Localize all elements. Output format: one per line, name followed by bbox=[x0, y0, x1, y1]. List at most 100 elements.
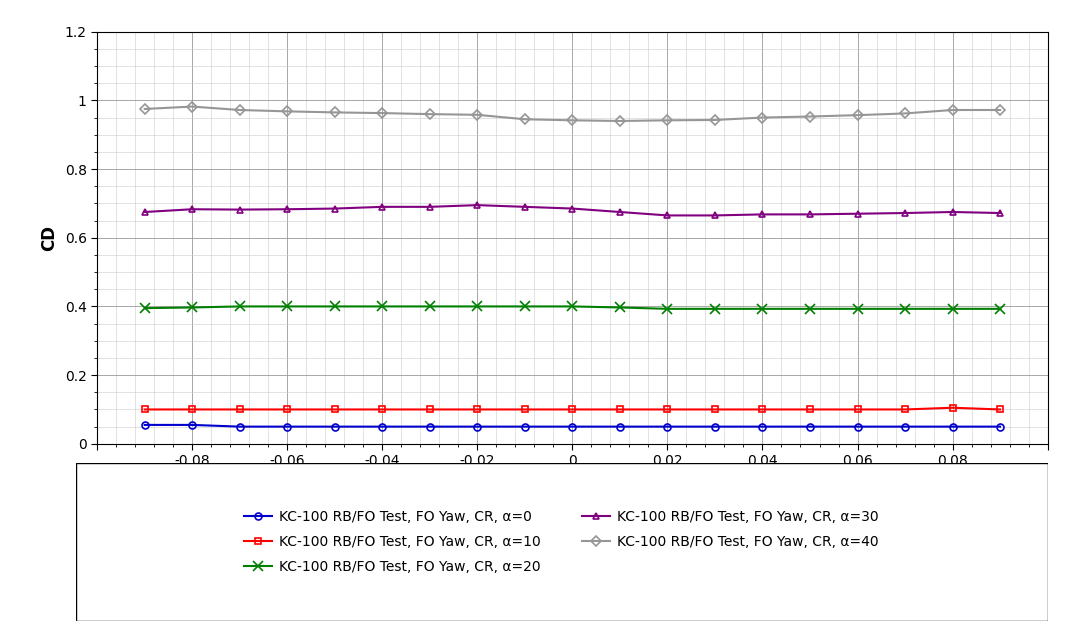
KC-100 RB/FO Test, FO Yaw, CR, α=40 bbox=[946, 107, 959, 114]
KC-100 RB/FO Test, FO Yaw, CR, α=10 bbox=[138, 406, 151, 413]
KC-100 RB/FO Test, FO Yaw, CR, α=30 bbox=[804, 210, 816, 218]
KC-100 RB/FO Test, FO Yaw, CR, α=20 bbox=[138, 304, 151, 312]
KC-100 RB/FO Test, FO Yaw, CR, α=40 bbox=[518, 115, 531, 123]
KC-100 RB/FO Test, FO Yaw, CR, α=40 bbox=[804, 113, 816, 120]
KC-100 RB/FO Test, FO Yaw, CR, α=0 bbox=[708, 423, 721, 430]
KC-100 RB/FO Test, FO Yaw, CR, α=30 bbox=[566, 205, 579, 212]
KC-100 RB/FO Test, FO Yaw, CR, α=30 bbox=[471, 202, 484, 209]
KC-100 RB/FO Test, FO Yaw, CR, α=40 bbox=[186, 103, 199, 110]
KC-100 RB/FO Test, FO Yaw, CR, α=40 bbox=[328, 108, 341, 116]
KC-100 RB/FO Test, FO Yaw, CR, α=10 bbox=[851, 406, 864, 413]
KC-100 RB/FO Test, FO Yaw, CR, α=20 bbox=[661, 305, 674, 313]
Y-axis label: CD: CD bbox=[40, 224, 58, 251]
KC-100 RB/FO Test, FO Yaw, CR, α=0 bbox=[661, 423, 674, 430]
KC-100 RB/FO Test, FO Yaw, CR, α=0 bbox=[518, 423, 531, 430]
KC-100 RB/FO Test, FO Yaw, CR, α=20 bbox=[186, 304, 199, 311]
KC-100 RB/FO Test, FO Yaw, CR, α=30 bbox=[851, 210, 864, 217]
KC-100 RB/FO Test, FO Yaw, CR, α=0 bbox=[376, 423, 389, 430]
KC-100 RB/FO Test, FO Yaw, CR, α=40 bbox=[423, 110, 436, 118]
KC-100 RB/FO Test, FO Yaw, CR, α=0 bbox=[994, 423, 1007, 430]
KC-100 RB/FO Test, FO Yaw, CR, α=20 bbox=[946, 305, 959, 313]
KC-100 RB/FO Test, FO Yaw, CR, α=10 bbox=[423, 406, 436, 413]
KC-100 RB/FO Test, FO Yaw, CR, α=30 bbox=[994, 209, 1007, 217]
KC-100 RB/FO Test, FO Yaw, CR, α=0 bbox=[281, 423, 294, 430]
KC-100 RB/FO Test, FO Yaw, CR, α=10 bbox=[613, 406, 626, 413]
KC-100 RB/FO Test, FO Yaw, CR, α=20 bbox=[566, 302, 579, 310]
KC-100 RB/FO Test, FO Yaw, CR, α=30 bbox=[661, 212, 674, 219]
KC-100 RB/FO Test, FO Yaw, CR, α=0 bbox=[851, 423, 864, 430]
KC-100 RB/FO Test, FO Yaw, CR, α=40 bbox=[281, 108, 294, 115]
KC-100 RB/FO Test, FO Yaw, CR, α=10 bbox=[518, 406, 531, 413]
KC-100 RB/FO Test, FO Yaw, CR, α=10 bbox=[281, 406, 294, 413]
KC-100 RB/FO Test, FO Yaw, CR, α=20 bbox=[756, 305, 769, 313]
KC-100 RB/FO Test, FO Yaw, CR, α=30 bbox=[376, 203, 389, 210]
KC-100 RB/FO Test, FO Yaw, CR, α=0 bbox=[899, 423, 912, 430]
KC-100 RB/FO Test, FO Yaw, CR, α=10 bbox=[756, 406, 769, 413]
KC-100 RB/FO Test, FO Yaw, CR, α=40 bbox=[566, 117, 579, 124]
KC-100 RB/FO Test, FO Yaw, CR, α=40 bbox=[471, 111, 484, 119]
KC-100 RB/FO Test, FO Yaw, CR, α=10 bbox=[804, 406, 816, 413]
KC-100 RB/FO Test, FO Yaw, CR, α=30 bbox=[281, 205, 294, 213]
KC-100 RB/FO Test, FO Yaw, CR, α=40 bbox=[994, 107, 1007, 114]
KC-100 RB/FO Test, FO Yaw, CR, α=0 bbox=[613, 423, 626, 430]
FancyBboxPatch shape bbox=[76, 463, 1048, 621]
Line: KC-100 RB/FO Test, FO Yaw, CR, α=40: KC-100 RB/FO Test, FO Yaw, CR, α=40 bbox=[141, 103, 1003, 124]
Legend: KC-100 RB/FO Test, FO Yaw, CR, α=0, KC-100 RB/FO Test, FO Yaw, CR, α=10, KC-100 : KC-100 RB/FO Test, FO Yaw, CR, α=0, KC-1… bbox=[233, 499, 890, 585]
Line: KC-100 RB/FO Test, FO Yaw, CR, α=10: KC-100 RB/FO Test, FO Yaw, CR, α=10 bbox=[141, 404, 1003, 413]
KC-100 RB/FO Test, FO Yaw, CR, α=30 bbox=[233, 206, 246, 214]
KC-100 RB/FO Test, FO Yaw, CR, α=30 bbox=[186, 205, 199, 213]
KC-100 RB/FO Test, FO Yaw, CR, α=30 bbox=[518, 203, 531, 210]
KC-100 RB/FO Test, FO Yaw, CR, α=0 bbox=[566, 423, 579, 430]
KC-100 RB/FO Test, FO Yaw, CR, α=30 bbox=[708, 212, 721, 219]
KC-100 RB/FO Test, FO Yaw, CR, α=30 bbox=[138, 208, 151, 216]
KC-100 RB/FO Test, FO Yaw, CR, α=10 bbox=[328, 406, 341, 413]
KC-100 RB/FO Test, FO Yaw, CR, α=10 bbox=[661, 406, 674, 413]
KC-100 RB/FO Test, FO Yaw, CR, α=0 bbox=[233, 423, 246, 430]
KC-100 RB/FO Test, FO Yaw, CR, α=20 bbox=[233, 302, 246, 310]
KC-100 RB/FO Test, FO Yaw, CR, α=20 bbox=[899, 305, 912, 313]
KC-100 RB/FO Test, FO Yaw, CR, α=10 bbox=[946, 404, 959, 411]
KC-100 RB/FO Test, FO Yaw, CR, α=30 bbox=[756, 210, 769, 218]
Line: KC-100 RB/FO Test, FO Yaw, CR, α=20: KC-100 RB/FO Test, FO Yaw, CR, α=20 bbox=[139, 302, 1005, 314]
KC-100 RB/FO Test, FO Yaw, CR, α=0 bbox=[328, 423, 341, 430]
KC-100 RB/FO Test, FO Yaw, CR, α=20 bbox=[376, 302, 389, 310]
KC-100 RB/FO Test, FO Yaw, CR, α=40 bbox=[851, 112, 864, 119]
KC-100 RB/FO Test, FO Yaw, CR, α=40 bbox=[376, 109, 389, 117]
Line: KC-100 RB/FO Test, FO Yaw, CR, α=0: KC-100 RB/FO Test, FO Yaw, CR, α=0 bbox=[141, 422, 1003, 430]
KC-100 RB/FO Test, FO Yaw, CR, α=10 bbox=[233, 406, 246, 413]
KC-100 RB/FO Test, FO Yaw, CR, α=40 bbox=[661, 117, 674, 124]
KC-100 RB/FO Test, FO Yaw, CR, α=10 bbox=[566, 406, 579, 413]
KC-100 RB/FO Test, FO Yaw, CR, α=0 bbox=[804, 423, 816, 430]
Line: KC-100 RB/FO Test, FO Yaw, CR, α=30: KC-100 RB/FO Test, FO Yaw, CR, α=30 bbox=[141, 202, 1003, 219]
KC-100 RB/FO Test, FO Yaw, CR, α=40 bbox=[138, 105, 151, 113]
KC-100 RB/FO Test, FO Yaw, CR, α=40 bbox=[756, 113, 769, 121]
KC-100 RB/FO Test, FO Yaw, CR, α=0 bbox=[186, 421, 199, 429]
KC-100 RB/FO Test, FO Yaw, CR, α=30 bbox=[899, 209, 912, 217]
KC-100 RB/FO Test, FO Yaw, CR, α=0 bbox=[138, 421, 151, 429]
KC-100 RB/FO Test, FO Yaw, CR, α=20 bbox=[851, 305, 864, 313]
KC-100 RB/FO Test, FO Yaw, CR, α=20 bbox=[281, 302, 294, 310]
KC-100 RB/FO Test, FO Yaw, CR, α=20 bbox=[328, 302, 341, 310]
KC-100 RB/FO Test, FO Yaw, CR, α=0 bbox=[423, 423, 436, 430]
KC-100 RB/FO Test, FO Yaw, CR, α=0 bbox=[756, 423, 769, 430]
KC-100 RB/FO Test, FO Yaw, CR, α=30 bbox=[613, 208, 626, 216]
KC-100 RB/FO Test, FO Yaw, CR, α=10 bbox=[994, 406, 1007, 413]
KC-100 RB/FO Test, FO Yaw, CR, α=40 bbox=[899, 110, 912, 117]
KC-100 RB/FO Test, FO Yaw, CR, α=20 bbox=[471, 302, 484, 310]
KC-100 RB/FO Test, FO Yaw, CR, α=20 bbox=[994, 305, 1007, 313]
KC-100 RB/FO Test, FO Yaw, CR, α=20 bbox=[708, 305, 721, 313]
KC-100 RB/FO Test, FO Yaw, CR, α=30 bbox=[423, 203, 436, 210]
KC-100 RB/FO Test, FO Yaw, CR, α=30 bbox=[328, 205, 341, 212]
KC-100 RB/FO Test, FO Yaw, CR, α=0 bbox=[946, 423, 959, 430]
KC-100 RB/FO Test, FO Yaw, CR, α=20 bbox=[804, 305, 816, 313]
KC-100 RB/FO Test, FO Yaw, CR, α=30 bbox=[946, 208, 959, 216]
KC-100 RB/FO Test, FO Yaw, CR, α=10 bbox=[899, 406, 912, 413]
KC-100 RB/FO Test, FO Yaw, CR, α=20 bbox=[613, 304, 626, 311]
KC-100 RB/FO Test, FO Yaw, CR, α=20 bbox=[518, 302, 531, 310]
KC-100 RB/FO Test, FO Yaw, CR, α=20 bbox=[423, 302, 436, 310]
KC-100 RB/FO Test, FO Yaw, CR, α=40 bbox=[708, 116, 721, 124]
KC-100 RB/FO Test, FO Yaw, CR, α=10 bbox=[186, 406, 199, 413]
KC-100 RB/FO Test, FO Yaw, CR, α=10 bbox=[471, 406, 484, 413]
KC-100 RB/FO Test, FO Yaw, CR, α=40 bbox=[613, 117, 626, 125]
KC-100 RB/FO Test, FO Yaw, CR, α=0 bbox=[471, 423, 484, 430]
